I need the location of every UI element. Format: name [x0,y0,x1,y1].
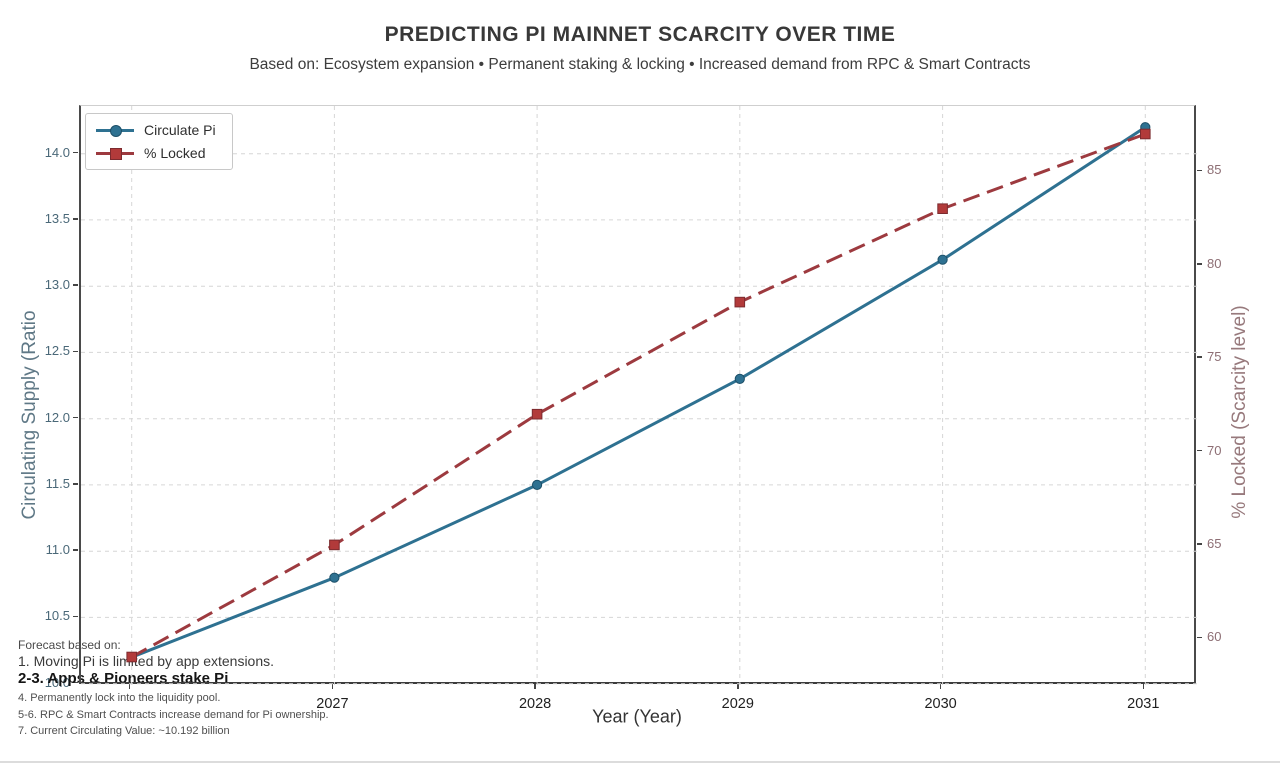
x-tick-label: 2027 [316,696,349,712]
y-left-tick-label: 12.5 [44,343,70,359]
chart-plot-area: Circulate Pi % Locked [79,105,1198,685]
x-tick-label: 2029 [721,696,754,712]
x-tick-mark [1142,684,1145,689]
y-right-tick-label: 70 [1207,442,1222,458]
y-left-tick-label: 11.0 [45,542,70,558]
y-right-tick-label: 75 [1207,349,1222,365]
y-left-tick-label: 13.5 [44,210,70,226]
annotation-line: 7. Current Circulating Value: ~10.192 bi… [18,725,230,737]
circle-marker-icon [96,123,134,137]
x-tick-mark [331,684,334,689]
y-left-tick-label: 11.5 [45,475,70,491]
y-right-tick-mark [1197,169,1202,172]
y-left-tick-mark [73,416,78,419]
y-axis-label-right: % Locked (Scarcity level) [1229,305,1250,519]
y-right-tick-mark [1197,636,1202,639]
legend-item-percent-locked: % Locked [96,144,216,162]
x-tick-mark [128,684,131,689]
chart-series-layer [81,106,1198,685]
page-bottom-divider [0,761,1280,763]
y-axis-label-left: Circulating Supply (Ratio [19,310,40,520]
y-left-tick-mark [73,218,78,220]
y-right-tick-mark [1197,543,1202,545]
y-right-tick-label: 60 [1207,629,1222,645]
legend-item-circulate-pi: Circulate Pi [96,121,216,139]
x-tick-label: 2028 [518,696,552,712]
y-right-tick-mark [1197,449,1202,452]
x-tick-mark [939,684,942,689]
chart-legend: Circulate Pi % Locked [85,113,233,170]
annotation-line: 5-6. RPC & Smart Contracts increase dema… [18,709,329,721]
y-left-tick-label: 10.0 [44,674,70,690]
chart-title: PREDICTING PI MAINNET SCARCITY OVER TIME [384,23,896,46]
y-left-tick-label: 12.0 [44,409,70,425]
y-right-tick-label: 85 [1207,162,1222,178]
y-left-tick-label: 10.5 [44,608,70,624]
square-marker-icon [96,146,134,160]
legend-label: % Locked [144,145,206,161]
y-left-tick-label: 13.0 [44,277,70,293]
y-left-tick-mark [73,615,78,618]
x-axis-label: Year (Year) [592,706,682,727]
annotation-line: Forecast based on: [18,638,121,652]
y-right-tick-label: 65 [1207,535,1222,551]
y-right-tick-mark [1197,356,1202,358]
chart-subtitle: Based on: Ecosystem expansion • Permanen… [249,56,1031,73]
x-tick-label: 2030 [924,696,957,712]
y-left-tick-mark [73,681,78,684]
y-left-tick-mark [73,350,78,353]
x-tick-mark [737,684,739,689]
legend-label: Circulate Pi [144,122,216,138]
x-tick-mark [534,684,536,689]
annotation-line: 4. Permanently lock into the liquidity p… [18,692,221,704]
y-left-tick-mark [73,549,78,551]
y-left-tick-mark [73,483,78,485]
y-right-tick-mark [1197,263,1202,265]
y-left-tick-label: 14.0 [44,144,70,160]
annotation-line: 1. Moving Pi is limited by app extension… [18,653,275,669]
y-left-tick-mark [73,151,78,154]
y-right-tick-label: 80 [1207,255,1222,271]
y-left-tick-mark [73,284,78,286]
x-tick-label: 2031 [1127,696,1160,712]
